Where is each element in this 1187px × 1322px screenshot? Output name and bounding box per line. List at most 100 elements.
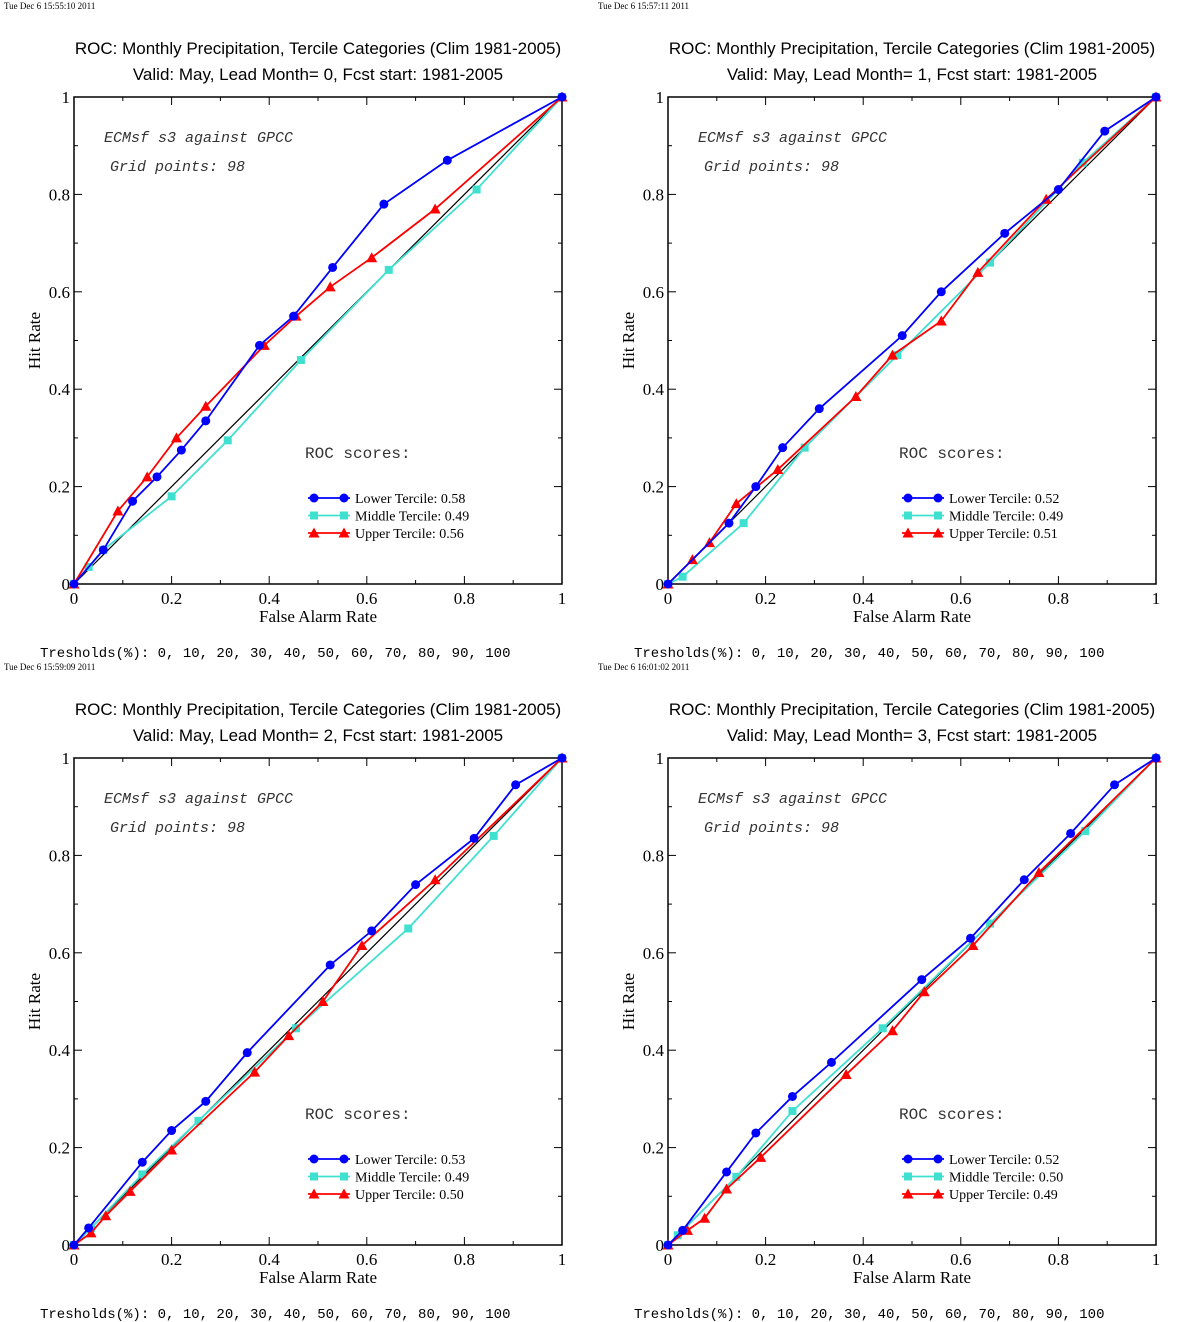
x-tick-label: 0.8 — [1048, 589, 1069, 608]
upper-legend-marker — [338, 1188, 350, 1199]
x-tick-label: 0.4 — [259, 1250, 281, 1269]
lower-tercile-point — [379, 199, 389, 209]
y-axis-label: Hit Rate — [619, 312, 638, 369]
middle-legend-marker — [340, 511, 348, 520]
upper-tercile-point — [721, 1183, 733, 1194]
lower-tercile-point — [325, 960, 335, 970]
thresholds-note: Tresholds(%): 0, 10, 20, 30, 40, 50, 60,… — [634, 646, 1104, 661]
chart-title: ROC: Monthly Precipitation, Tercile Cate… — [75, 39, 561, 58]
y-tick-label: 0.2 — [49, 1139, 70, 1158]
lower-tercile-point — [201, 416, 211, 426]
lower-tercile-point — [328, 262, 338, 272]
upper-tercile-point — [429, 874, 441, 885]
middle-tercile-point — [489, 831, 498, 840]
lower-legend-marker — [903, 493, 913, 503]
lower-tercile-point — [152, 472, 162, 482]
no-skill-diagonal — [667, 757, 1157, 1246]
y-tick-label: 0.8 — [643, 846, 664, 865]
upper-tercile-point — [730, 498, 742, 509]
roc-chart-svg: Tue Dec 6 15:59:09 2011 ROC: Monthly Prec… — [4, 662, 568, 1322]
lower-tercile-point — [751, 482, 761, 492]
x-tick-label: 0.6 — [950, 589, 971, 608]
x-tick-label: 1 — [1152, 1250, 1161, 1269]
y-tick-label: 0 — [62, 1236, 71, 1255]
legend-entry-middle: Middle Tercile: 0.49 — [949, 510, 1063, 525]
middle-tercile-point — [800, 443, 809, 452]
thresholds-note: Tresholds(%): 0, 10, 20, 30, 40, 50, 60,… — [40, 646, 510, 661]
lower-tercile-point — [442, 155, 452, 165]
y-tick-label: 1 — [62, 88, 71, 107]
lower-tercile-point — [242, 1048, 252, 1058]
lower-tercile-point — [787, 1091, 797, 1101]
chart-subtitle: Valid: May, Lead Month= 3, Fcst start: 1… — [727, 726, 1097, 745]
upper-tercile-point — [850, 391, 862, 402]
print-timestamp: Tue Dec 6 16:01:02 2011 — [598, 662, 689, 672]
upper-legend-marker — [338, 527, 350, 538]
lower-tercile-point — [826, 1057, 836, 1067]
legend-entry-lower: Lower Tercile: 0.58 — [355, 492, 465, 507]
upper-tercile-point — [317, 996, 329, 1006]
annotation-source: ECMsf s3 against GPCC — [104, 130, 293, 147]
annotation-gridpoints: Grid points: 98 — [110, 159, 245, 176]
upper-legend-marker — [308, 527, 320, 538]
middle-tercile-point — [678, 572, 687, 581]
legend-entry-lower: Lower Tercile: 0.52 — [949, 492, 1059, 507]
lower-legend-marker — [933, 1154, 943, 1164]
legend-entry-lower: Lower Tercile: 0.53 — [355, 1153, 465, 1168]
y-tick-label: 0.4 — [49, 1041, 71, 1060]
lower-tercile-point — [724, 518, 734, 528]
y-tick-label: 0.6 — [49, 283, 70, 302]
x-tick-label: 0.4 — [853, 1250, 875, 1269]
y-tick-label: 0.4 — [643, 380, 665, 399]
thresholds-note: Tresholds(%): 0, 10, 20, 30, 40, 50, 60,… — [40, 1307, 510, 1322]
legend-entry-lower: Lower Tercile: 0.52 — [949, 1153, 1059, 1168]
y-tick-label: 0.4 — [643, 1041, 665, 1060]
lower-tercile-point — [966, 933, 976, 943]
chart-title: ROC: Monthly Precipitation, Tercile Cate… — [669, 700, 1155, 719]
lower-tercile-point — [678, 1225, 688, 1235]
lower-tercile-point — [98, 545, 108, 555]
lower-tercile-point — [201, 1096, 211, 1106]
lower-tercile-point — [814, 404, 824, 414]
lower-tercile-point — [367, 926, 377, 936]
x-tick-label: 0 — [664, 1250, 673, 1269]
lower-tercile-point — [84, 1223, 94, 1233]
middle-tercile-point — [404, 924, 413, 933]
roc-scores-heading: ROC scores: — [305, 445, 411, 463]
middle-tercile-point — [1081, 827, 1090, 836]
legend-entry-middle: Middle Tercile: 0.49 — [355, 1171, 469, 1186]
x-tick-label: 1 — [558, 589, 567, 608]
roc-panel-lead1: Tue Dec 6 15:57:11 2011 ROC: Monthly Prec… — [594, 0, 1187, 661]
y-tick-label: 0 — [656, 1236, 665, 1255]
roc-chart-svg: Tue Dec 6 15:55:10 2011 ROC: Monthly Prec… — [4, 1, 568, 661]
middle-legend-marker — [340, 1172, 348, 1181]
chart-title: ROC: Monthly Precipitation, Tercile Cate… — [669, 39, 1155, 58]
x-tick-label: 0.8 — [1048, 1250, 1069, 1269]
upper-tercile-point — [170, 432, 182, 443]
lower-legend-marker — [339, 493, 349, 503]
lower-tercile-point — [469, 833, 479, 843]
lower-legend-marker — [309, 1154, 319, 1164]
upper-tercile-point — [366, 252, 378, 263]
annotation-source: ECMsf s3 against GPCC — [698, 791, 887, 808]
lower-legend-marker — [339, 1154, 349, 1164]
upper-tercile-point — [429, 203, 441, 214]
lower-tercile-point — [1066, 828, 1076, 838]
y-tick-label: 0 — [62, 575, 71, 594]
middle-tercile-point — [223, 436, 232, 445]
x-tick-label: 1 — [1152, 589, 1161, 608]
x-axis-label: False Alarm Rate — [259, 1268, 377, 1287]
lower-tercile-point — [557, 753, 567, 763]
upper-tercile-point — [166, 1144, 178, 1155]
roc-chart-svg: Tue Dec 6 15:57:11 2011 ROC: Monthly Prec… — [598, 1, 1162, 661]
lower-tercile-point — [917, 975, 927, 985]
lower-tercile-point — [128, 496, 138, 506]
x-tick-label: 0.8 — [454, 589, 475, 608]
lower-tercile-point — [137, 1157, 147, 1167]
upper-tercile-point — [967, 939, 979, 950]
middle-tercile-point — [167, 492, 176, 501]
x-tick-label: 0.2 — [755, 1250, 776, 1269]
lower-tercile-point — [1019, 875, 1029, 885]
y-tick-label: 0.2 — [643, 478, 664, 497]
upper-tercile-point — [840, 1069, 852, 1080]
